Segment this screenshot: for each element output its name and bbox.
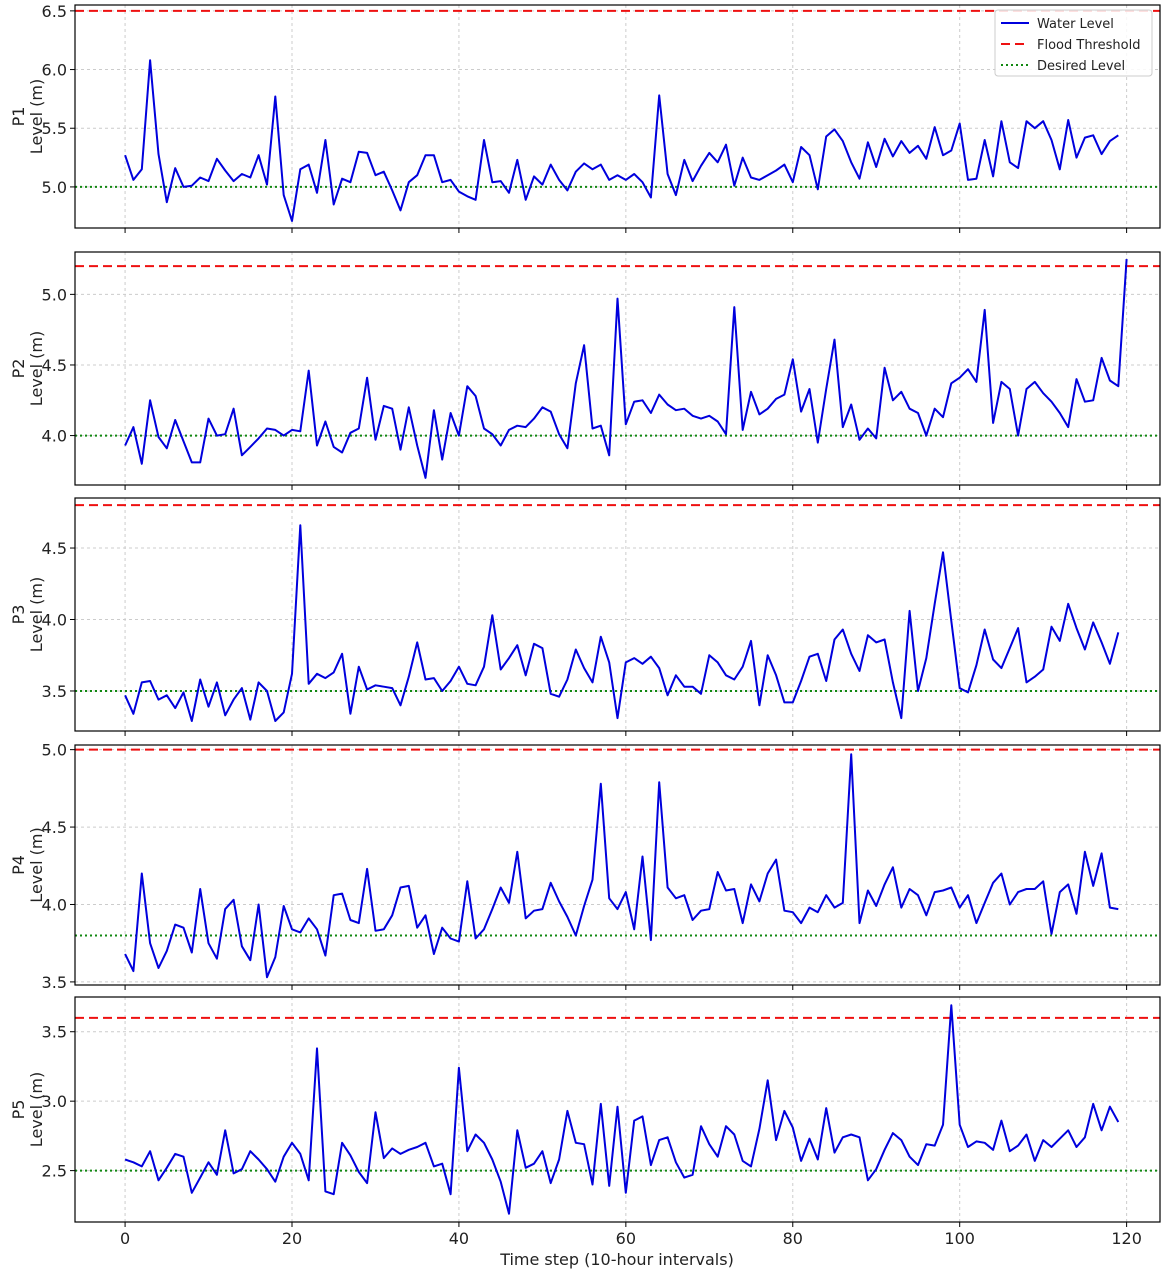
y-axis-label-line: P1 bbox=[9, 107, 28, 127]
water-level-line bbox=[124, 753, 1119, 979]
panel-3: 3.5 4.0 4.5 P3Level (m) bbox=[9, 497, 1161, 736]
y-axis-label-line: Level (m) bbox=[27, 79, 46, 154]
legend-box bbox=[994, 9, 1153, 77]
y-axis-label: P1Level (m) bbox=[9, 79, 46, 154]
y-tick-label: 3.5 bbox=[42, 682, 67, 701]
water-level-line bbox=[124, 524, 1120, 722]
y-tick-label: 3.5 bbox=[42, 973, 67, 992]
panel-frame bbox=[74, 497, 1161, 732]
y-tick-label: 5.0 bbox=[42, 285, 67, 304]
panel-2: 4.0 4.5 5.0 P2Level (m) bbox=[9, 251, 1161, 490]
y-tick-label: 6.5 bbox=[42, 2, 67, 21]
x-tick-label: 100 bbox=[944, 1229, 975, 1248]
y-axis-label-line: Level (m) bbox=[27, 577, 46, 652]
y-tick-label: 4.5 bbox=[42, 356, 67, 375]
y-axis-label: P5Level (m) bbox=[9, 1072, 46, 1147]
x-tick-label: 80 bbox=[783, 1229, 803, 1248]
y-axis-label-line: P3 bbox=[9, 605, 28, 625]
legend-label: Desired Level bbox=[1037, 59, 1125, 74]
y-tick-label: 3.5 bbox=[42, 1023, 67, 1042]
y-axis-label: P2Level (m) bbox=[9, 331, 46, 406]
water-level-line bbox=[124, 259, 1128, 479]
y-tick-label: 4.0 bbox=[42, 611, 67, 630]
y-tick-label: 4.5 bbox=[42, 818, 67, 837]
y-tick-label: 4.0 bbox=[42, 895, 67, 914]
x-tick-label: 120 bbox=[1111, 1229, 1142, 1248]
legend-label: Flood Threshold bbox=[1037, 38, 1140, 53]
y-tick-label: 3.0 bbox=[42, 1092, 67, 1111]
x-axis-label: Time step (10-hour intervals) bbox=[499, 1250, 734, 1269]
panel-frame bbox=[74, 744, 1161, 986]
y-tick-label: 4.0 bbox=[42, 427, 67, 446]
y-tick-label: 4.5 bbox=[42, 539, 67, 558]
y-axis-label-line: Level (m) bbox=[27, 1072, 46, 1147]
panel-frame bbox=[74, 251, 1161, 486]
y-axis-label: P4Level (m) bbox=[9, 827, 46, 902]
y-axis-label-line: P5 bbox=[9, 1100, 28, 1120]
x-tick-label: 20 bbox=[282, 1229, 302, 1248]
y-tick-label: 5.5 bbox=[42, 119, 67, 138]
y-axis-label-line: P4 bbox=[9, 855, 28, 875]
legend: Water Level Flood Threshold Desired Level bbox=[994, 9, 1153, 77]
x-tick-label: 0 bbox=[120, 1229, 130, 1248]
panel-5: 2.5 3.0 3.5 0 20 40 60 80 100 120 P5Level (m) bbox=[9, 996, 1161, 1248]
legend-label: Water Level bbox=[1037, 17, 1114, 32]
x-tick-label: 40 bbox=[449, 1229, 469, 1248]
water-level-line bbox=[124, 59, 1119, 222]
y-tick-label: 5.0 bbox=[42, 741, 67, 760]
y-axis-label-line: Level (m) bbox=[27, 827, 46, 902]
y-tick-label: 2.5 bbox=[42, 1162, 67, 1181]
panel-frame bbox=[74, 4, 1161, 229]
y-axis-label-line: Level (m) bbox=[27, 331, 46, 406]
panel-1: 5.0 5.5 6.0 6.5 P1Level (m) bbox=[9, 2, 1161, 233]
y-axis-label: P3Level (m) bbox=[9, 577, 46, 652]
water-level-line bbox=[124, 1004, 1120, 1215]
panel-4: 3.5 4.0 4.5 5.0 P4Level (m) bbox=[9, 741, 1161, 992]
panel-frame bbox=[74, 996, 1161, 1223]
y-tick-label: 6.0 bbox=[42, 61, 67, 80]
x-tick-label: 60 bbox=[616, 1229, 636, 1248]
y-axis-label-line: P2 bbox=[9, 359, 28, 379]
y-tick-label: 5.0 bbox=[42, 178, 67, 197]
